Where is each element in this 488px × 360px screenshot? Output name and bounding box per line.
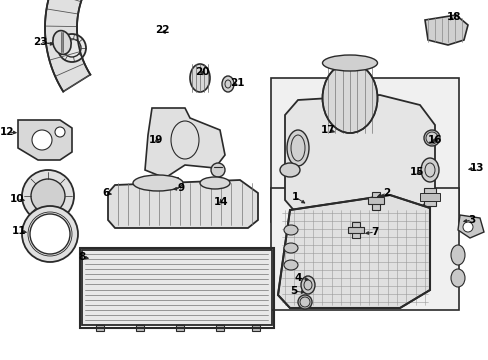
Circle shape — [55, 127, 65, 137]
Polygon shape — [145, 108, 224, 178]
Text: 19: 19 — [148, 135, 163, 145]
Polygon shape — [285, 95, 434, 218]
Text: 21: 21 — [229, 78, 244, 88]
Circle shape — [462, 222, 472, 232]
Bar — [270, 188, 458, 310]
Ellipse shape — [284, 225, 297, 235]
Text: 1: 1 — [291, 192, 298, 202]
Ellipse shape — [284, 243, 297, 253]
Ellipse shape — [297, 295, 311, 309]
Bar — [419, 193, 439, 201]
Bar — [80, 248, 273, 328]
Polygon shape — [45, 0, 142, 91]
Polygon shape — [108, 180, 258, 228]
Text: 4: 4 — [294, 273, 301, 283]
Ellipse shape — [450, 245, 464, 265]
Ellipse shape — [420, 158, 438, 182]
Bar — [351, 222, 359, 238]
Text: 11: 11 — [12, 226, 26, 236]
Ellipse shape — [133, 175, 183, 191]
Text: 20: 20 — [194, 67, 209, 77]
Bar — [371, 192, 379, 210]
Ellipse shape — [322, 55, 377, 71]
Text: 18: 18 — [446, 12, 460, 22]
Circle shape — [22, 206, 78, 262]
Text: 14: 14 — [213, 197, 228, 207]
Polygon shape — [18, 120, 72, 160]
Text: 5: 5 — [290, 286, 297, 296]
Ellipse shape — [423, 130, 439, 146]
Ellipse shape — [222, 76, 234, 92]
Ellipse shape — [286, 130, 308, 166]
Text: 9: 9 — [177, 183, 184, 193]
Bar — [423, 188, 435, 206]
Text: 3: 3 — [468, 215, 475, 225]
Circle shape — [210, 163, 224, 177]
Ellipse shape — [450, 269, 464, 287]
Circle shape — [22, 170, 74, 222]
Ellipse shape — [53, 31, 71, 54]
Text: 13: 13 — [469, 163, 483, 173]
Text: 22: 22 — [154, 25, 169, 35]
Bar — [367, 197, 383, 204]
Bar — [176, 325, 183, 331]
Circle shape — [30, 214, 70, 254]
Bar — [82, 250, 271, 325]
Bar — [96, 325, 104, 331]
Bar — [347, 227, 363, 233]
Bar — [216, 325, 224, 331]
Text: 6: 6 — [102, 188, 109, 198]
Polygon shape — [457, 215, 483, 238]
Text: 10: 10 — [10, 194, 24, 204]
Text: 17: 17 — [320, 125, 335, 135]
Bar — [136, 325, 143, 331]
Ellipse shape — [190, 64, 209, 92]
Text: 16: 16 — [427, 135, 441, 145]
Bar — [270, 78, 458, 222]
Bar — [251, 325, 260, 331]
Ellipse shape — [322, 63, 377, 133]
Text: 7: 7 — [370, 227, 378, 237]
Text: 12: 12 — [0, 127, 14, 137]
Ellipse shape — [200, 177, 229, 189]
Ellipse shape — [301, 276, 314, 294]
Ellipse shape — [280, 163, 299, 177]
Circle shape — [31, 179, 65, 213]
Circle shape — [32, 130, 52, 150]
Text: 15: 15 — [409, 167, 424, 177]
Circle shape — [58, 34, 86, 62]
Bar — [160, 202, 176, 212]
Text: 23: 23 — [33, 37, 47, 47]
Ellipse shape — [284, 260, 297, 270]
Polygon shape — [278, 195, 429, 308]
Text: 2: 2 — [383, 188, 390, 198]
Polygon shape — [424, 15, 467, 45]
Text: 8: 8 — [78, 252, 85, 262]
